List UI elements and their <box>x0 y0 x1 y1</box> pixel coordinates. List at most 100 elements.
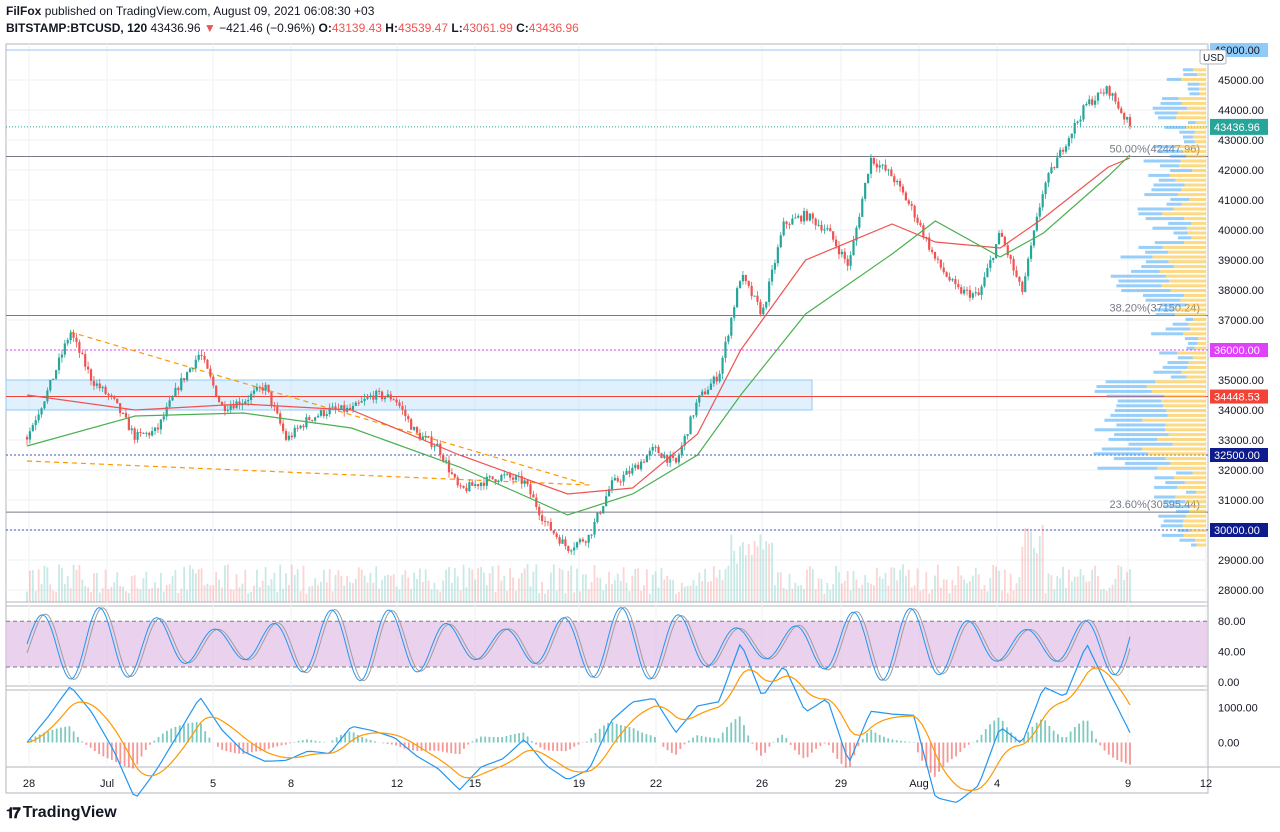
volume-bar <box>1102 589 1105 602</box>
candle-body <box>121 413 125 415</box>
candle-body <box>252 390 256 394</box>
chart-frame <box>5 43 1209 794</box>
volume-profile-bar <box>1186 226 1206 230</box>
volume-profile-bar <box>1170 375 1187 379</box>
candle-body <box>223 405 226 411</box>
volume-bar <box>535 564 538 602</box>
volume-profile-bar <box>1177 356 1193 360</box>
volume-bar <box>616 573 619 602</box>
candle-body <box>928 237 931 250</box>
volume-bar <box>1123 579 1126 602</box>
candle-body <box>168 400 171 407</box>
candle-body <box>846 258 849 266</box>
volume-bar <box>1018 577 1021 602</box>
macd-histogram-bar <box>297 740 300 743</box>
volume-bar <box>945 579 948 602</box>
volume-profile-bar <box>1190 543 1197 547</box>
volume-bar <box>817 578 820 602</box>
macd-histogram-bar <box>60 727 62 743</box>
candle-body <box>692 415 695 417</box>
candle-body <box>671 455 675 458</box>
volume-profile-bar <box>1176 471 1193 475</box>
macd-histogram-bar <box>895 740 898 743</box>
volume-bar <box>942 579 945 602</box>
volume-bar <box>433 582 436 602</box>
candle-body <box>814 218 817 226</box>
volume-bar <box>867 582 869 602</box>
macd-histogram-bar <box>348 731 351 743</box>
macd-histogram-bar <box>929 742 932 773</box>
moving-average-line <box>26 154 1131 516</box>
tradingview-brand[interactable]: 𝟏𝟕 TradingView <box>6 804 117 822</box>
macd-histogram-bar <box>144 742 147 750</box>
volume-bar <box>736 563 739 602</box>
macd-histogram-bar <box>984 728 987 743</box>
candle-body <box>811 213 814 219</box>
volume-bar <box>317 585 319 602</box>
volume-bar <box>832 584 835 602</box>
macd-histogram-bar <box>768 742 771 747</box>
candle-body <box>992 258 995 261</box>
volume-bar <box>771 542 773 602</box>
volume-profile-bar <box>1181 370 1206 374</box>
price-level-badge <box>1210 389 1268 404</box>
macd-histogram-bar <box>989 724 991 743</box>
candle-body <box>733 307 736 318</box>
volume-profile-bar <box>1157 466 1206 470</box>
macd-histogram-bar <box>1073 727 1076 743</box>
volume-bar <box>843 580 846 602</box>
volume-bar <box>683 586 686 602</box>
volume-bar <box>418 568 421 602</box>
volume-bar <box>669 579 672 602</box>
volume-bar <box>794 582 797 602</box>
candle-body <box>715 376 718 382</box>
macd-histogram-bar <box>1010 732 1013 743</box>
macd-histogram-bar <box>373 741 376 743</box>
candle-body <box>28 431 32 440</box>
volume-profile-bar <box>1164 125 1187 129</box>
time-tick-label: 12 <box>391 778 403 790</box>
volume-profile-bar <box>1154 241 1184 245</box>
volume-profile-bar <box>1157 437 1206 441</box>
candle-body <box>910 203 913 206</box>
candle-body <box>1067 138 1070 147</box>
volume-profile-bar <box>1170 289 1206 293</box>
volume-bar <box>1097 575 1099 602</box>
candle-body <box>372 395 375 400</box>
volume-bar <box>296 569 299 602</box>
candle-body <box>575 542 579 548</box>
volume-bar <box>474 579 477 602</box>
volume-profile-bar <box>1188 361 1206 365</box>
macd-histogram-bar <box>976 740 979 743</box>
volume-bar <box>532 571 535 602</box>
candle-body <box>1085 103 1088 106</box>
volume-bar <box>727 565 730 602</box>
candle-body <box>541 515 544 522</box>
candle-body <box>1021 281 1024 292</box>
volume-bar <box>253 585 255 602</box>
volume-profile-bar <box>1154 485 1178 489</box>
candle-body <box>901 186 905 193</box>
price-level-badge-label: 32500.00 <box>1214 450 1260 462</box>
macd-histogram-bar <box>653 736 656 743</box>
macd-histogram-bar <box>102 742 105 757</box>
candle-body <box>619 481 622 483</box>
volume-bar <box>200 568 203 602</box>
volume-bar <box>360 569 363 602</box>
candle-body <box>66 340 69 344</box>
macd-histogram-bar <box>883 736 885 743</box>
volume-bar <box>721 580 724 602</box>
macd-histogram-bar <box>832 742 834 753</box>
volume-bar <box>325 582 328 602</box>
volume-bar <box>218 579 220 602</box>
candle-body <box>343 405 346 412</box>
volume-bar <box>174 570 177 602</box>
macd-histogram-bar <box>289 742 291 744</box>
price-tick-label: 34000.00 <box>1218 405 1264 417</box>
price-tick-label: 28000.00 <box>1218 585 1264 597</box>
volume-bar <box>613 580 616 602</box>
macd-histogram-bar <box>161 733 164 743</box>
volume-profile-bar <box>1173 265 1206 269</box>
macd-histogram-bar <box>433 742 436 751</box>
